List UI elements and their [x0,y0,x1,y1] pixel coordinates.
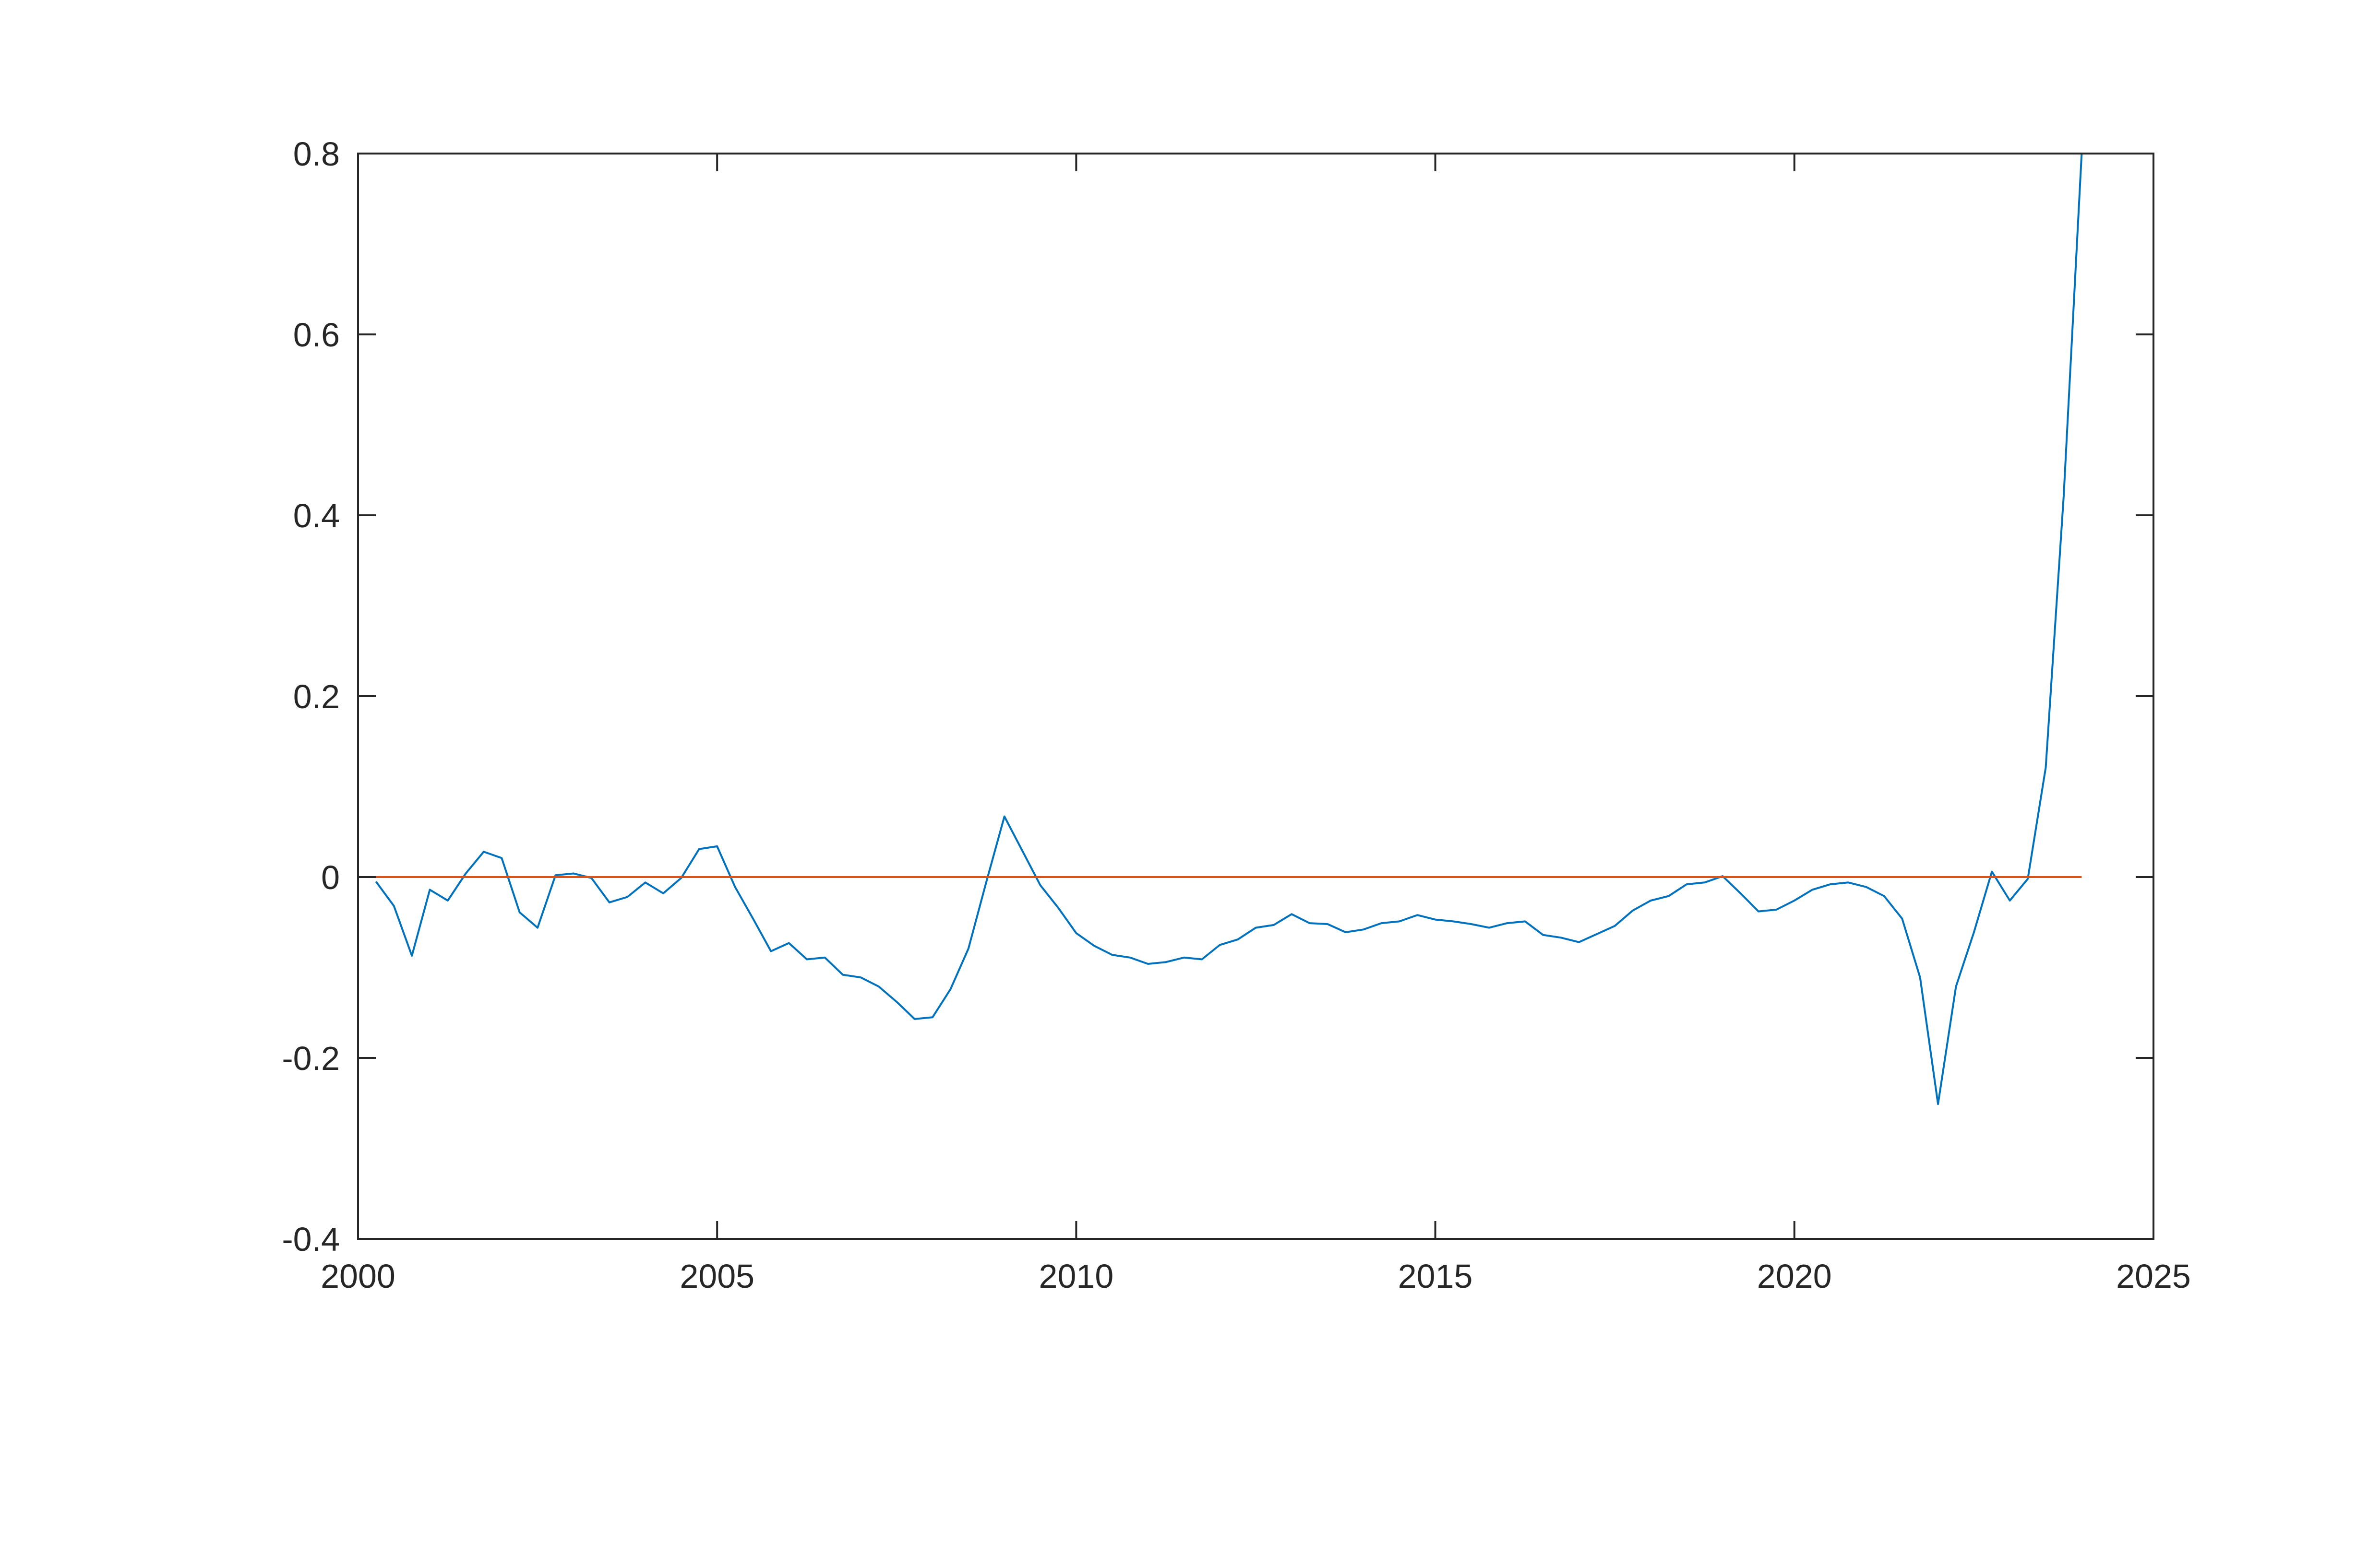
y-tick-label: 0.2 [293,678,340,715]
x-tick-label: 2005 [680,1258,754,1295]
y-tick-label: 0.6 [293,316,340,354]
x-tick-label: 2010 [1039,1258,1114,1295]
y-axis: -0.4 -0.2 0 0.2 0.4 0.6 0.8 [282,135,2153,1258]
plot-lines [375,153,2083,1105]
x-tick-label: 2025 [2116,1258,2191,1295]
x-tick-label: 2015 [1398,1258,1473,1295]
x-tick-label: 2020 [1757,1258,1832,1295]
x-tick-label: 2000 [321,1258,395,1295]
y-tick-label: -0.2 [282,1040,340,1077]
y-tick-label: 0.4 [293,497,340,534]
y-tick-label: 0 [321,859,340,896]
y-tick-label: -0.4 [282,1221,340,1258]
axes-box [357,153,2154,1240]
y-tick-label: 0.8 [293,135,340,173]
series-line [375,153,2083,1105]
x-axis: 2000 2005 2010 2015 2020 2025 [321,154,2191,1295]
